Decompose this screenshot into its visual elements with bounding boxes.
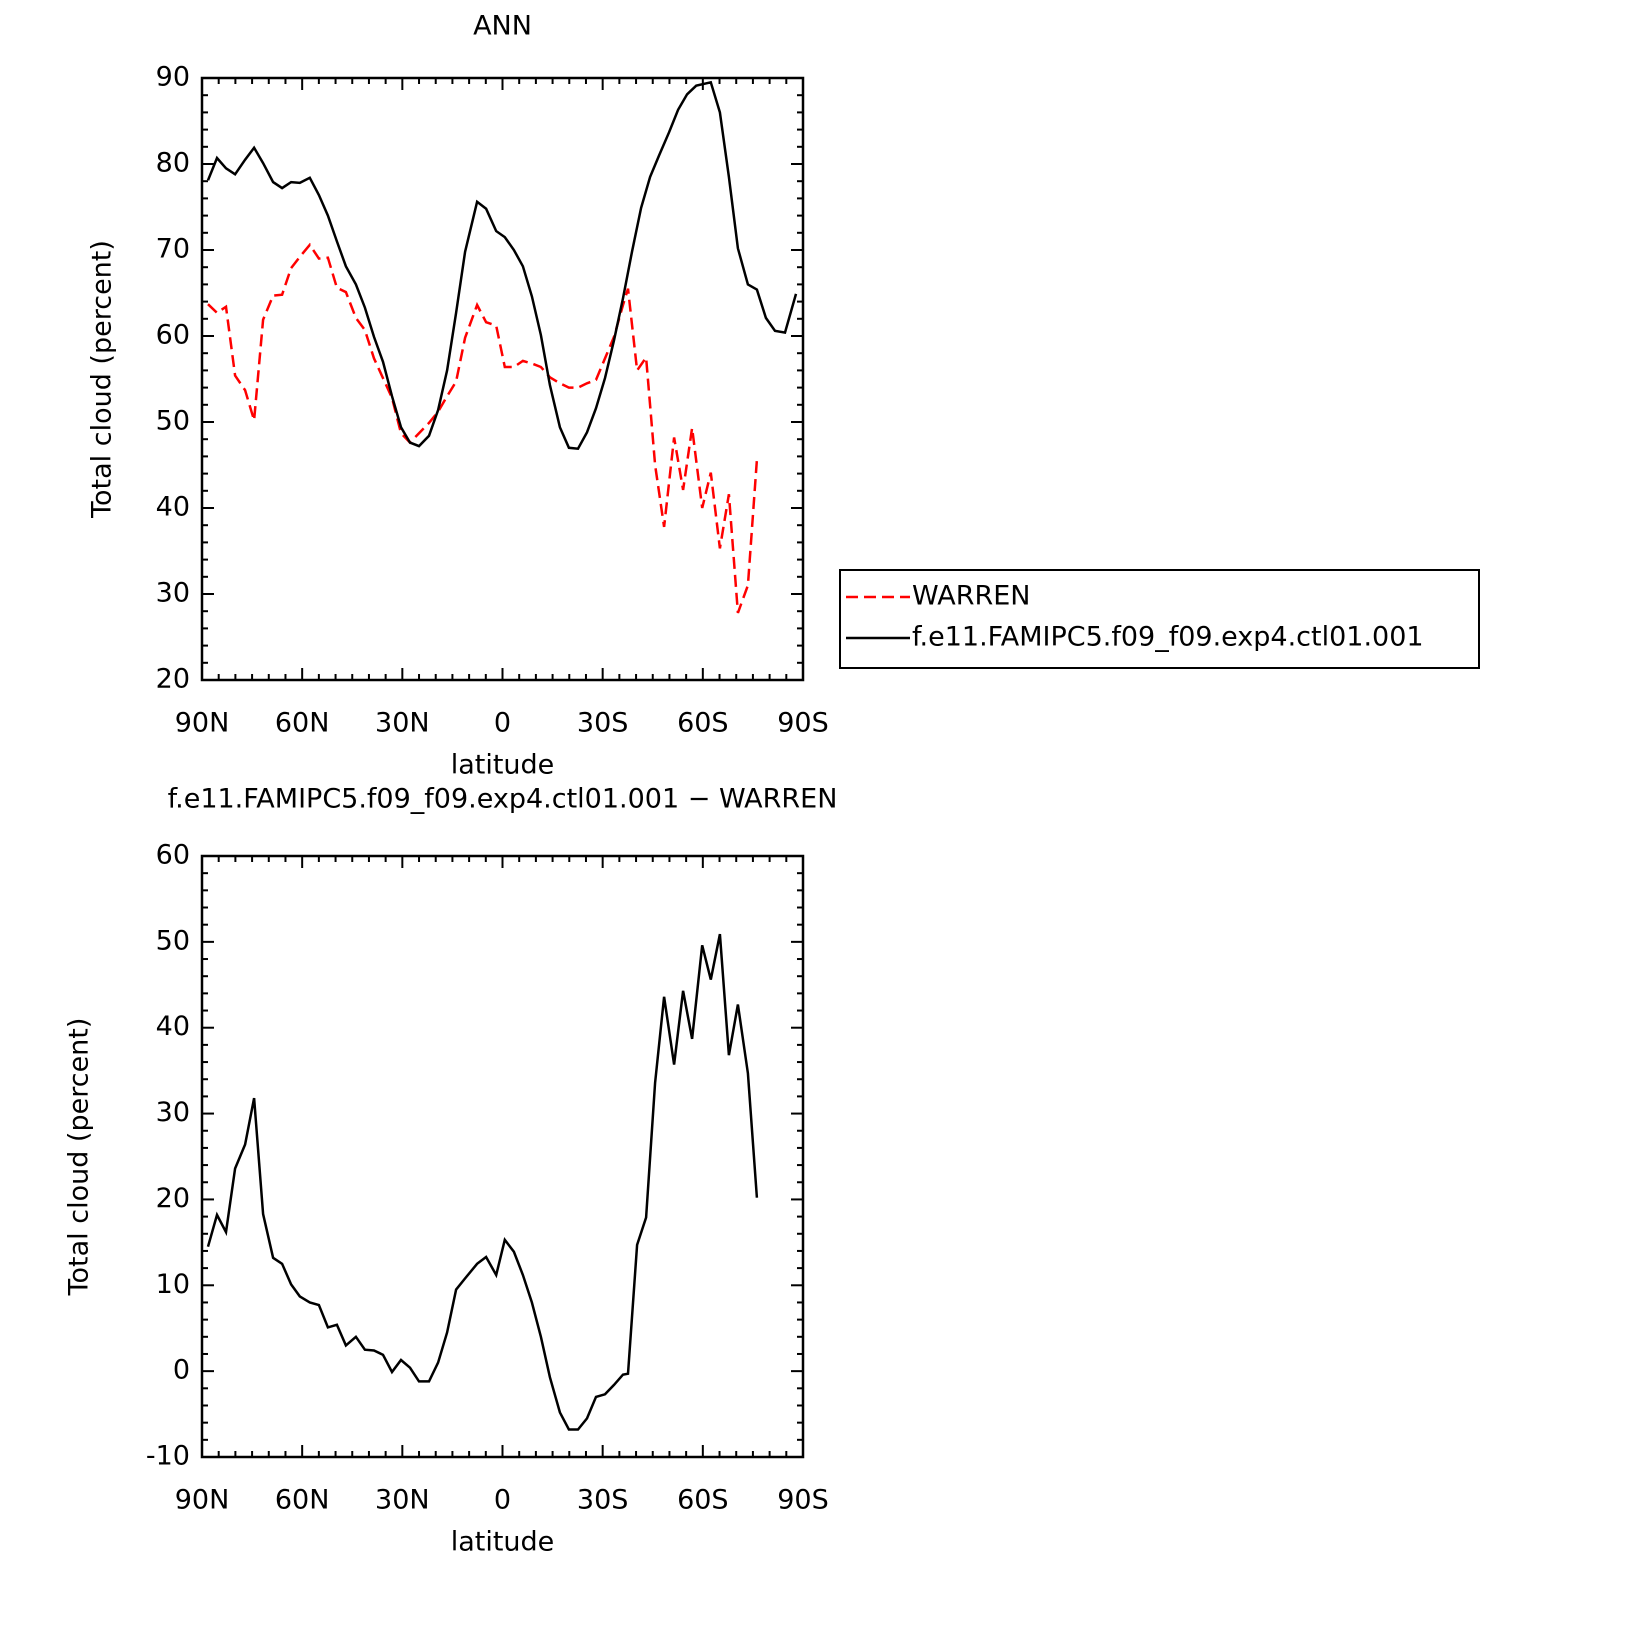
x-tick-label: 90S — [777, 708, 829, 739]
y-tick-label: 50 — [156, 406, 190, 437]
y-tick-label: 70 — [156, 234, 190, 265]
y-tick-label: 60 — [156, 320, 190, 351]
y-tick-label: 20 — [156, 1183, 190, 1214]
legend-label: f.e11.FAMIPC5.f09_f09.exp4.ctl01.001 — [912, 622, 1424, 653]
data-line — [207, 242, 759, 614]
legend-box — [839, 569, 1480, 669]
x-tick-label: 60S — [677, 1485, 729, 1516]
y-axis-label: Total cloud (percent) — [64, 1018, 95, 1297]
x-tick-label: 90N — [175, 1485, 230, 1516]
x-tick-label: 60S — [677, 708, 729, 739]
x-tick-label: 30N — [375, 708, 430, 739]
y-tick-label: 40 — [156, 492, 190, 523]
y-tick-label: 0 — [173, 1355, 190, 1386]
plot-frame — [200, 76, 805, 682]
y-tick-label: 10 — [156, 1269, 190, 1300]
chart-title: ANN — [473, 11, 532, 42]
x-axis-label: latitude — [451, 1527, 555, 1558]
y-tick-label: 50 — [156, 925, 190, 956]
data-line — [206, 933, 759, 1431]
legend-label: WARREN — [912, 581, 1030, 612]
y-tick-label: 80 — [156, 148, 190, 179]
y-tick-label: -10 — [146, 1441, 190, 1472]
x-tick-label: 0 — [494, 1485, 511, 1516]
x-tick-label: 90S — [777, 1485, 829, 1516]
x-tick-label: 60N — [275, 708, 330, 739]
x-axis-label: latitude — [451, 750, 555, 781]
y-tick-label: 60 — [156, 840, 190, 871]
plot-frame — [200, 854, 805, 1459]
x-tick-label: 30S — [577, 1485, 629, 1516]
y-tick-label: 30 — [156, 1097, 190, 1128]
chart-title: f.e11.FAMIPC5.f09_f09.exp4.ctl01.001 − W… — [168, 784, 838, 815]
y-axis-label: Total cloud (percent) — [87, 240, 118, 519]
data-line — [206, 80, 798, 451]
y-tick-label: 40 — [156, 1011, 190, 1042]
y-tick-label: 30 — [156, 578, 190, 609]
y-tick-label: 20 — [156, 664, 190, 695]
y-tick-label: 90 — [156, 62, 190, 93]
x-tick-label: 30N — [375, 1485, 430, 1516]
x-tick-label: 30S — [577, 708, 629, 739]
x-tick-label: 0 — [494, 708, 511, 739]
x-tick-label: 60N — [275, 1485, 330, 1516]
x-tick-label: 90N — [175, 708, 230, 739]
